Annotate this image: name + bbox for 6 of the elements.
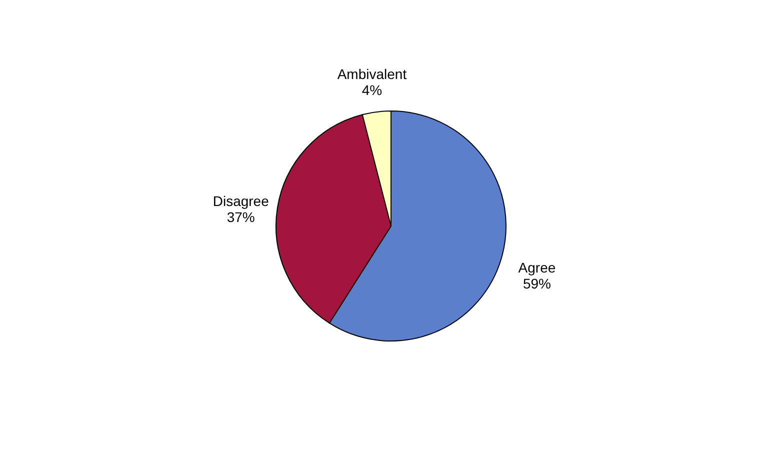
slice-label: Ambivalent: [337, 66, 407, 82]
slice-label: Disagree: [212, 193, 270, 210]
slice-label: Agree: [518, 259, 556, 276]
data-label: 59%: [522, 275, 551, 292]
data-label: 37%: [226, 209, 255, 226]
data-label: 4%: [362, 82, 382, 98]
